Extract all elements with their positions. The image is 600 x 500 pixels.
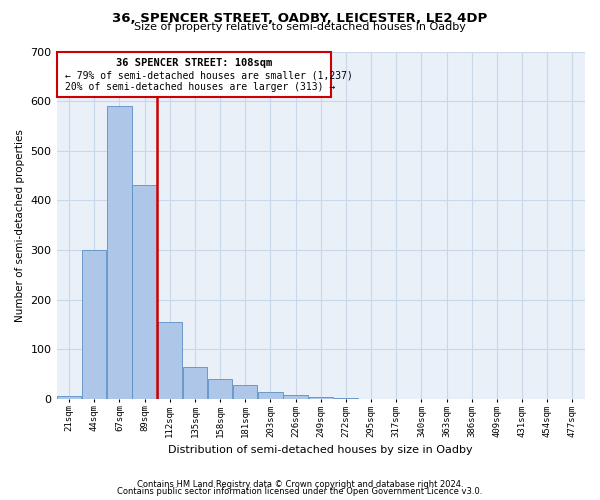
Text: 36 SPENCER STREET: 108sqm: 36 SPENCER STREET: 108sqm [116,58,272,68]
Bar [208,379,232,399]
Bar [283,396,308,399]
Text: Contains public sector information licensed under the Open Government Licence v3: Contains public sector information licen… [118,488,482,496]
Text: 36, SPENCER STREET, OADBY, LEICESTER, LE2 4DP: 36, SPENCER STREET, OADBY, LEICESTER, LE… [112,12,488,24]
Bar [183,366,207,399]
FancyBboxPatch shape [57,52,331,97]
X-axis label: Distribution of semi-detached houses by size in Oadby: Distribution of semi-detached houses by … [169,445,473,455]
Text: Contains HM Land Registry data © Crown copyright and database right 2024.: Contains HM Land Registry data © Crown c… [137,480,463,489]
Bar [133,186,157,399]
Bar [107,106,131,399]
Bar [308,398,333,399]
Bar [233,385,257,399]
Y-axis label: Number of semi-detached properties: Number of semi-detached properties [15,128,25,322]
Bar [258,392,283,399]
Text: ← 79% of semi-detached houses are smaller (1,237): ← 79% of semi-detached houses are smalle… [65,70,352,80]
Text: 20% of semi-detached houses are larger (313) →: 20% of semi-detached houses are larger (… [65,82,335,92]
Bar [158,322,182,399]
Text: Size of property relative to semi-detached houses in Oadby: Size of property relative to semi-detach… [134,22,466,32]
Bar [82,250,106,399]
Bar [57,396,82,399]
